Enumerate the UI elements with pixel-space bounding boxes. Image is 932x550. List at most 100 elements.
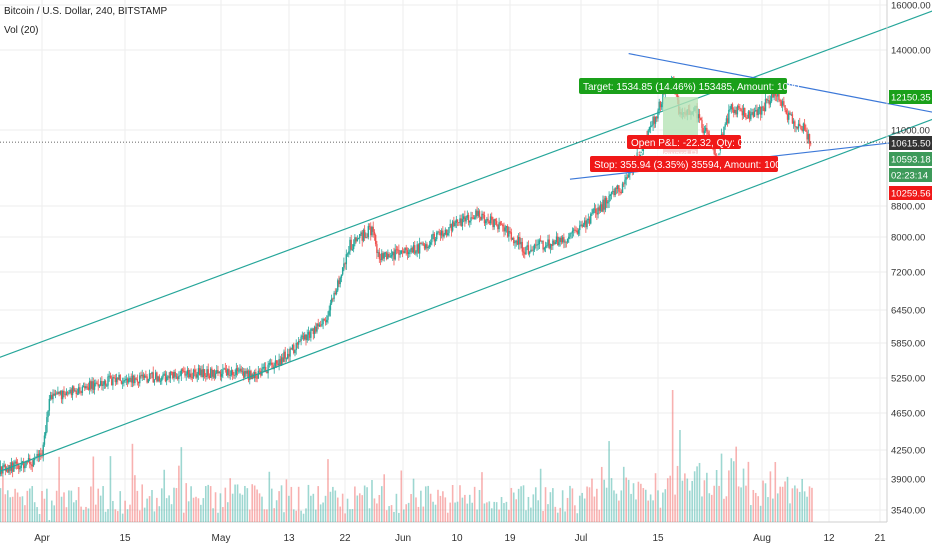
candle-body: [405, 247, 407, 251]
candle-body: [505, 226, 508, 228]
candle-body: [4, 464, 7, 471]
candle-body: [371, 226, 373, 236]
volume-bar: [346, 498, 349, 522]
volume-bar: [124, 500, 126, 522]
candle-body: [465, 217, 467, 222]
volume-bar: [530, 507, 532, 522]
candle-body: [146, 376, 148, 383]
price-tick-label: 6450.00: [891, 306, 925, 317]
candle-body: [459, 218, 461, 223]
candle-body: [159, 380, 162, 382]
candle-body: [156, 372, 158, 382]
candle-body: [0, 466, 2, 475]
candle-body: [740, 108, 742, 112]
candle-body: [49, 395, 52, 399]
candle-body: [453, 221, 455, 227]
candle-body: [464, 216, 466, 222]
candle-body: [55, 393, 58, 395]
price-marker-label: 10259.56: [891, 189, 931, 200]
volume-bar: [107, 509, 109, 522]
candle-body: [619, 191, 621, 193]
volume-bar: [288, 495, 290, 522]
candle-body: [290, 348, 293, 350]
candle-body: [245, 371, 247, 374]
candle-body: [14, 461, 16, 464]
candle-body: [748, 111, 751, 120]
candle-body: [310, 329, 312, 338]
volume-bar: [310, 495, 312, 522]
candle-body: [106, 385, 108, 387]
time-tick-label: 22: [339, 533, 351, 544]
volume-bar: [136, 490, 139, 522]
candle-body: [337, 280, 339, 291]
candle-body: [591, 213, 593, 214]
candle-body: [568, 236, 570, 239]
candle-body: [137, 381, 140, 384]
candle-body: [268, 363, 271, 365]
candle-body: [238, 370, 240, 372]
price-tick-label: 5250.00: [891, 374, 925, 385]
volume-bar: [427, 485, 430, 522]
candle-body: [233, 374, 235, 376]
candle-body: [417, 244, 420, 254]
candle-body: [348, 251, 350, 254]
candle-body: [46, 417, 48, 432]
time-tick-label: 19: [504, 533, 516, 544]
symbol-title: Bitcoin / U.S. Dollar, 240, BITSTAMP: [4, 6, 168, 17]
candle-body: [429, 242, 432, 245]
target-label-bg: [579, 78, 787, 94]
volume-bar: [65, 507, 68, 522]
volume-bar: [593, 496, 596, 522]
volume-bar: [371, 480, 373, 522]
candle-body: [770, 92, 773, 102]
volume-bar: [6, 490, 9, 522]
candle-body: [359, 234, 361, 239]
candle-body: [775, 95, 778, 97]
candle-body: [383, 252, 385, 259]
volume-bar: [53, 505, 56, 522]
candle-body: [196, 374, 198, 378]
volume-bar: [87, 508, 90, 522]
volume-bar: [200, 504, 202, 522]
candle-body: [451, 221, 454, 231]
candle-body: [543, 247, 546, 250]
candle-body: [360, 232, 362, 235]
candle-body: [293, 344, 295, 353]
candle-body: [213, 369, 216, 378]
candle-body: [258, 370, 261, 372]
candle-body: [62, 390, 64, 400]
candle-body: [220, 373, 223, 377]
volume-bar: [349, 509, 351, 522]
candle-body: [214, 373, 217, 378]
candle-body: [117, 377, 119, 380]
candle-body: [476, 210, 478, 216]
candle-body: [597, 207, 599, 215]
candle-body: [368, 226, 371, 227]
candle-body: [407, 252, 410, 255]
candle-body: [319, 324, 322, 326]
candle-body: [461, 219, 464, 227]
candle-body: [86, 386, 88, 388]
candle-body: [737, 106, 740, 108]
volume-bar: [192, 497, 195, 522]
volume-bar: [202, 498, 205, 522]
candle-body: [90, 381, 92, 389]
candle-body: [431, 234, 433, 243]
volume-bar: [0, 488, 2, 522]
volume-bar: [224, 487, 227, 522]
price-marker-label: 10593.18: [891, 155, 931, 166]
candle-body: [763, 107, 766, 112]
price-tick-label: 4650.00: [891, 409, 925, 420]
candle-body: [513, 237, 515, 244]
volume-bar: [14, 488, 16, 522]
candle-body: [8, 465, 10, 473]
candle-body: [596, 212, 598, 215]
volume-bar: [190, 486, 192, 522]
candle-body: [74, 390, 76, 392]
volume-bar: [119, 491, 122, 522]
candle-body: [175, 376, 178, 378]
candle-body: [506, 226, 509, 237]
candle-body: [416, 244, 418, 252]
